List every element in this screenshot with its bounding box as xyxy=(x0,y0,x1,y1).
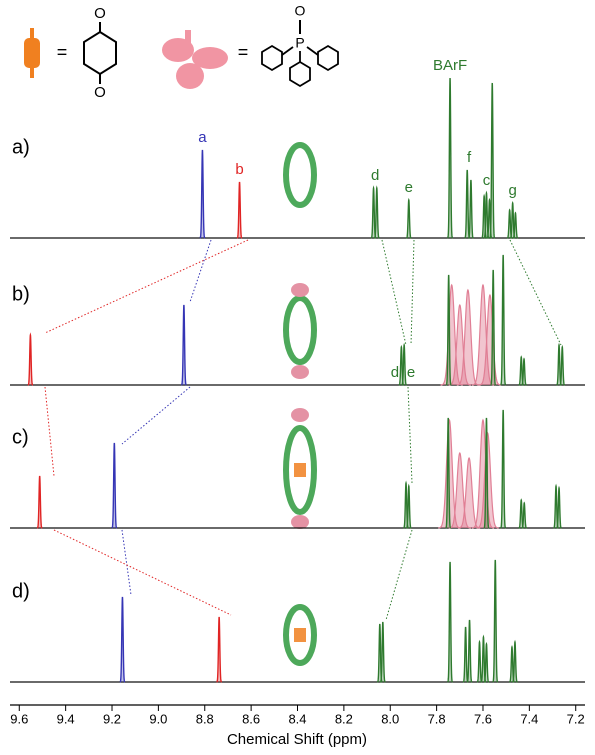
correlation-line xyxy=(385,529,413,621)
peak xyxy=(406,197,412,239)
peak xyxy=(486,197,493,239)
broad-peak xyxy=(457,457,481,529)
x-tick-label: 7.2 xyxy=(567,711,585,726)
equals: = xyxy=(238,42,249,62)
broad-peak xyxy=(471,418,495,529)
peak xyxy=(374,185,380,239)
peak xyxy=(492,559,499,683)
peak xyxy=(236,181,243,239)
broad-peak xyxy=(471,283,495,386)
correlation-line xyxy=(509,239,562,346)
correlation-line xyxy=(44,386,55,477)
equals: = xyxy=(57,42,68,62)
peak xyxy=(445,417,452,529)
peak xyxy=(556,485,562,529)
peak xyxy=(521,501,527,529)
x-tick-label: 8.8 xyxy=(196,711,214,726)
x-axis-title: Chemical Shift (ppm) xyxy=(227,731,367,748)
peak xyxy=(119,596,126,683)
broad-peak xyxy=(440,283,463,386)
peak xyxy=(181,304,187,386)
atom-label: O xyxy=(94,84,106,101)
peak xyxy=(447,561,453,683)
peak xyxy=(483,641,490,683)
peak xyxy=(380,621,386,683)
peak xyxy=(401,342,407,386)
peak xyxy=(481,193,487,239)
peak-label: e xyxy=(405,179,413,196)
phenyl-rings xyxy=(261,44,339,88)
x-tick-label: 8.6 xyxy=(242,711,260,726)
correlation-line xyxy=(121,529,132,596)
peak xyxy=(476,639,483,683)
correlation-line xyxy=(410,239,415,346)
peak xyxy=(27,332,34,386)
peak-label: d xyxy=(371,167,379,184)
atom-label: O xyxy=(295,3,306,19)
correlation-line xyxy=(189,239,212,303)
x-tick-label: 9.4 xyxy=(57,711,75,726)
peak xyxy=(111,442,118,529)
spectrum-label: d) xyxy=(12,580,30,602)
x-tick-label: 7.8 xyxy=(428,711,446,726)
x-tick-label: 9.0 xyxy=(149,711,167,726)
peak xyxy=(489,82,496,239)
x-tick-label: 9.2 xyxy=(103,711,121,726)
phosphine-icon xyxy=(162,30,228,89)
peak xyxy=(468,179,474,239)
complex-cartoons xyxy=(283,142,317,666)
x-tick-label: 8.2 xyxy=(335,711,353,726)
peak xyxy=(500,409,507,529)
broad-peak xyxy=(448,303,471,386)
correlation-line xyxy=(381,239,407,346)
quinone-ring xyxy=(83,30,117,76)
peak xyxy=(199,149,206,239)
broad-peak xyxy=(448,452,471,529)
peak xyxy=(490,269,497,386)
atom-label: P xyxy=(295,35,304,51)
x-tick-label: 8.4 xyxy=(288,711,306,726)
peak xyxy=(216,616,222,683)
spectrum-label: c) xyxy=(12,426,29,448)
peak xyxy=(406,483,412,529)
correlation-line xyxy=(121,386,191,445)
peak xyxy=(447,77,454,239)
peak xyxy=(500,254,507,386)
correlation-line xyxy=(407,386,413,484)
atom-label: O xyxy=(94,5,106,22)
peak xyxy=(521,357,527,386)
peak-label: f xyxy=(467,149,472,166)
peak xyxy=(466,619,473,683)
peak xyxy=(483,417,490,529)
spectrum-label: a) xyxy=(12,136,30,158)
peak xyxy=(445,274,452,386)
x-tick-label: 9.6 xyxy=(10,711,28,726)
peak-label: d xyxy=(391,364,399,381)
correlation-lines xyxy=(44,239,562,621)
x-tick-label: 8.0 xyxy=(381,711,399,726)
x-tick-label: 7.6 xyxy=(474,711,492,726)
structure-legend: = O O = O P xyxy=(24,3,339,101)
peak-label: a xyxy=(198,129,207,146)
correlation-line xyxy=(53,529,232,616)
spectrum-label: b) xyxy=(12,283,30,305)
peak xyxy=(512,211,519,239)
peak xyxy=(559,344,565,386)
peak xyxy=(512,639,518,683)
x-tick-label: 7.4 xyxy=(520,711,538,726)
correlation-line xyxy=(44,239,249,334)
peak-label: g xyxy=(508,182,516,199)
peak-label: e xyxy=(407,364,415,381)
peak xyxy=(36,475,43,529)
peak-label: b xyxy=(235,161,243,178)
peak-label: c xyxy=(483,172,491,189)
peak xyxy=(462,626,469,683)
broad-peak xyxy=(478,293,502,386)
peak-label: BArF xyxy=(433,57,467,74)
